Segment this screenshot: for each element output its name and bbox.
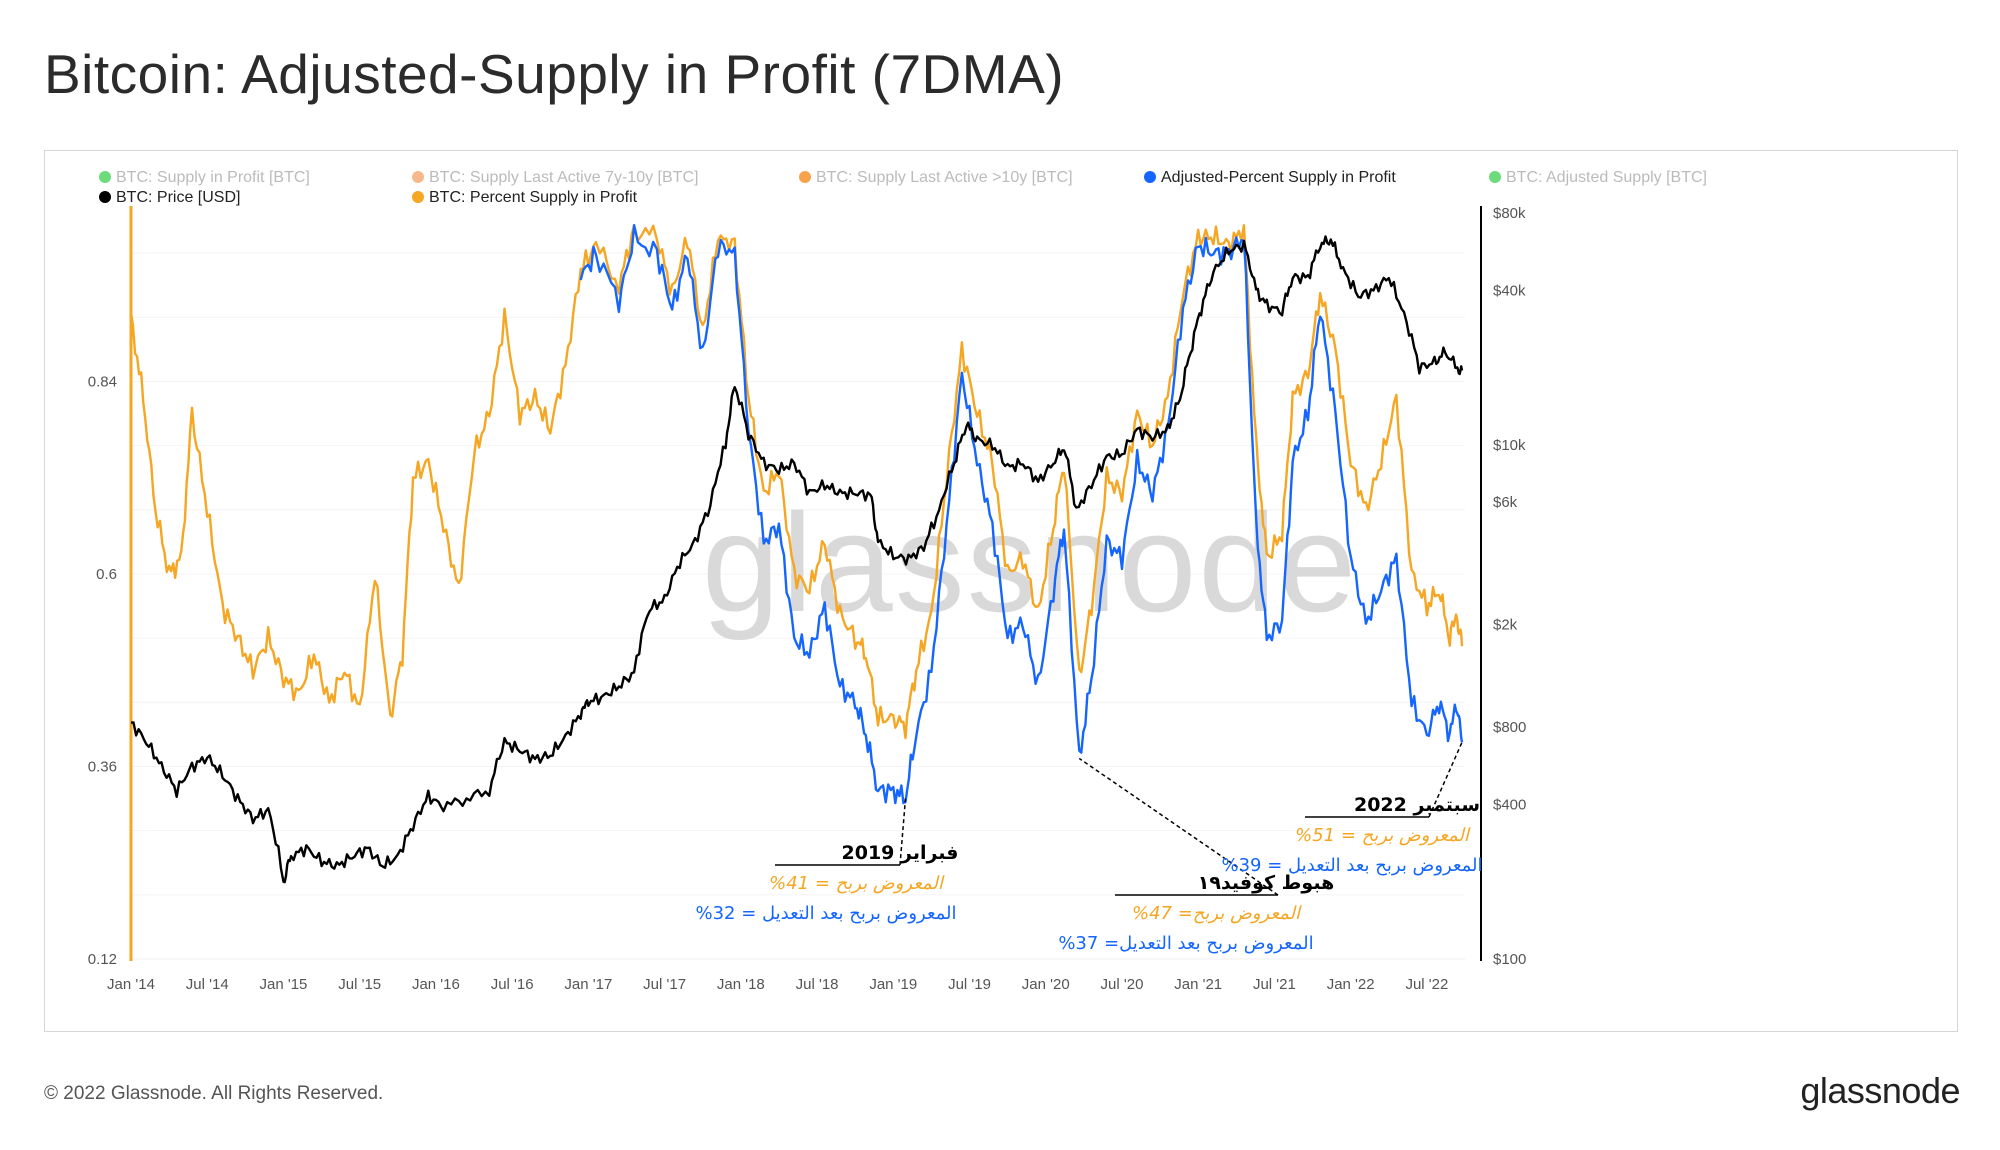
series-line	[579, 223, 1464, 805]
y-right-tick-label: $10k	[1493, 437, 1526, 454]
legend-item[interactable]: BTC: Price [USD]	[99, 189, 240, 206]
legend-item[interactable]: BTC: Percent Supply in Profit	[412, 189, 638, 206]
legend-label: BTC: Supply Last Active 7y-10y [BTC]	[429, 169, 698, 186]
watermark: glassnode	[702, 484, 1358, 641]
x-tick-label: Jan '16	[412, 976, 460, 993]
legend-swatch	[412, 191, 424, 203]
legend: BTC: Supply in Profit [BTC] BTC: Supply L…	[99, 169, 1707, 206]
annotation-title: فبراير 2019	[842, 842, 959, 864]
legend-label: BTC: Adjusted Supply [BTC]	[1506, 169, 1707, 186]
x-tick-label: Jul '14	[186, 976, 229, 993]
x-tick-label: Jul '17	[643, 976, 686, 993]
legend-swatch	[1144, 171, 1156, 183]
x-tick-label: Jan '14	[107, 976, 155, 993]
annotation-adjusted-profit: المعروض بربح بعد التعديل= 37%	[1058, 933, 1313, 954]
y-right-tick-label: $2k	[1493, 617, 1518, 634]
legend-item[interactable]: BTC: Supply in Profit [BTC]	[99, 169, 310, 186]
y-left-tick-label: 0.6	[96, 566, 117, 583]
x-tick-label: Jul '22	[1405, 976, 1448, 993]
y-left-tick-label: 0.12	[88, 951, 117, 968]
series-line	[129, 223, 1464, 740]
series-line	[130, 235, 1464, 884]
x-tick-label: Jan '15	[260, 976, 308, 993]
legend-label: BTC: Percent Supply in Profit	[429, 189, 638, 206]
footer-logo: glassnode	[1800, 1070, 1960, 1111]
y-right-tick-label: $800	[1493, 719, 1526, 736]
x-tick-label: Jul '15	[338, 976, 381, 993]
annotation-sep2022: سبتمبر 2022 المعروض بربح = 51% المعروض برب…	[1221, 742, 1483, 876]
legend-label: Adjusted-Percent Supply in Profit	[1161, 169, 1396, 186]
annotation-title: هبوط كوفيد١٩	[1198, 872, 1335, 894]
x-tick-label: Jul '18	[796, 976, 839, 993]
y-right-tick-label: $6k	[1493, 494, 1518, 511]
y-right-tick-label: $80k	[1493, 205, 1526, 222]
legend-swatch	[1489, 171, 1501, 183]
annotation-leader	[1078, 757, 1279, 896]
annotation-supply-profit: المعروض بربح = 41%	[769, 873, 945, 894]
annotation-covid: هبوط كوفيد١٩ المعروض بربح= 47% المعروض برب…	[1058, 757, 1335, 954]
annotation-adjusted-profit: المعروض بربح بعد التعديل = 32%	[695, 903, 956, 924]
legend-swatch	[412, 171, 424, 183]
legend-label: BTC: Price [USD]	[116, 189, 240, 206]
annotation-adjusted-profit: المعروض بربح بعد التعديل = 39%	[1221, 855, 1482, 876]
y-right-tick-label: $100	[1493, 951, 1526, 968]
x-tick-label: Jan '19	[869, 976, 917, 993]
x-tick-label: Jan '21	[1174, 976, 1222, 993]
legend-item[interactable]: BTC: Supply Last Active 7y-10y [BTC]	[412, 169, 698, 186]
x-tick-label: Jan '20	[1022, 976, 1070, 993]
annotations-layer: فبراير 2019 المعروض بربح = 41% المعروض برب…	[695, 742, 1483, 954]
x-tick-label: Jul '21	[1253, 976, 1296, 993]
annotation-supply-profit: المعروض بربح= 47%	[1132, 903, 1302, 924]
x-tick-label: Jul '20	[1101, 976, 1144, 993]
legend-label: BTC: Supply in Profit [BTC]	[116, 169, 310, 186]
x-tick-label: Jul '19	[948, 976, 991, 993]
legend-item[interactable]: Adjusted-Percent Supply in Profit	[1144, 169, 1396, 186]
legend-item[interactable]: BTC: Supply Last Active >10y [BTC]	[799, 169, 1073, 186]
chart-svg: glassnode BTC: Supply in Profit [BTC] BTC…	[88, 169, 1707, 993]
chart-panel: glassnode BTC: Supply in Profit [BTC] BTC…	[44, 150, 1958, 1032]
y-right-tick-label: $40k	[1493, 282, 1526, 299]
series-layer	[129, 223, 1464, 884]
y-right-tick-label: $400	[1493, 796, 1526, 813]
y-left-tick-label: 0.36	[88, 758, 117, 775]
x-tick-label: Jul '16	[491, 976, 534, 993]
legend-swatch	[99, 171, 111, 183]
x-tick-label: Jan '22	[1327, 976, 1375, 993]
annotation-title: سبتمبر 2022	[1354, 794, 1480, 816]
grid	[131, 252, 1465, 960]
y-left-tick-label: 0.84	[88, 373, 117, 390]
x-tick-label: Jan '18	[717, 976, 765, 993]
annotation-feb2019: فبراير 2019 المعروض بربح = 41% المعروض برب…	[695, 798, 959, 924]
x-tick-label: Jan '17	[564, 976, 612, 993]
legend-swatch	[99, 191, 111, 203]
page-title: Bitcoin: Adjusted-Supply in Profit (7DMA…	[44, 43, 1065, 105]
legend-label: BTC: Supply Last Active >10y [BTC]	[816, 169, 1073, 186]
annotation-supply-profit: المعروض بربح = 51%	[1295, 825, 1471, 846]
legend-item[interactable]: BTC: Adjusted Supply [BTC]	[1489, 169, 1707, 186]
legend-swatch	[799, 171, 811, 183]
footer-copyright: © 2022 Glassnode. All Rights Reserved.	[44, 1083, 384, 1104]
axes: 0.12 0.36 0.6 0.84 $100 $400 $800 $2k $6k $10k $40…	[88, 205, 1527, 993]
